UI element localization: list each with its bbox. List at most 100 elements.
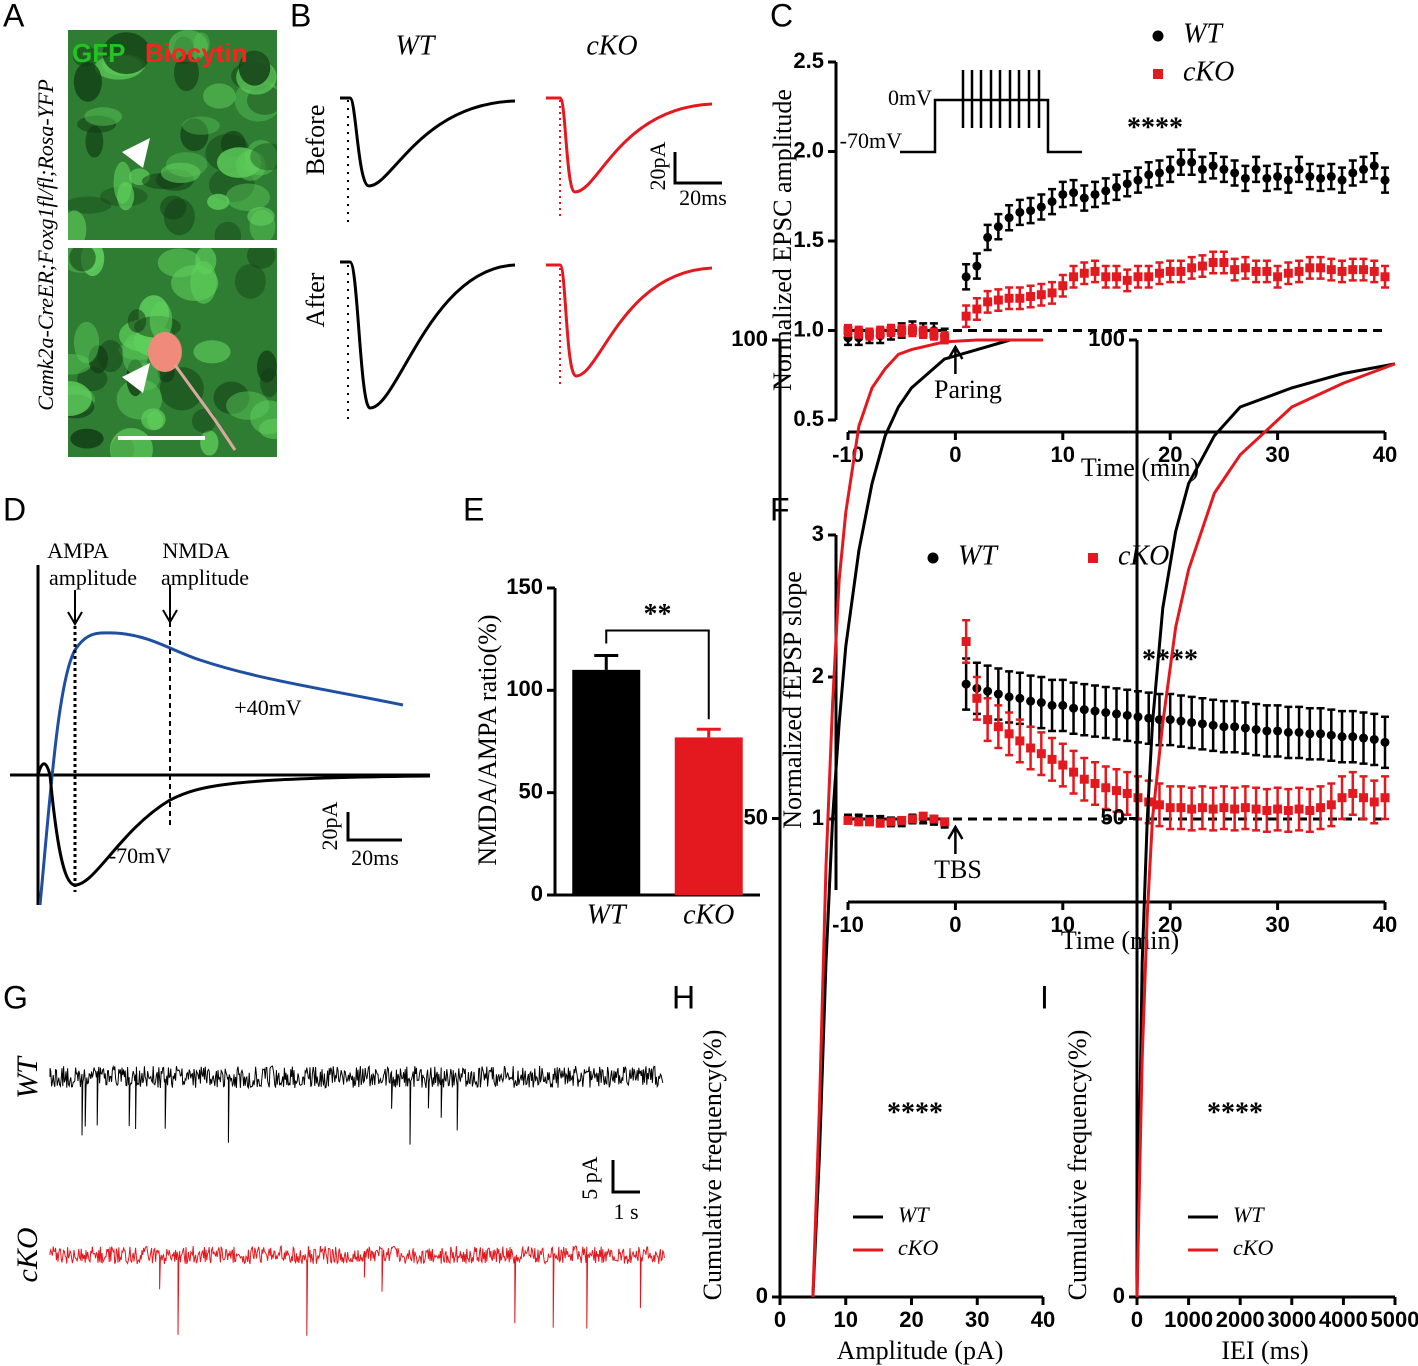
marker [1187,717,1197,727]
marker [1015,736,1025,746]
panel-label: G [3,979,28,1015]
cell [246,248,276,269]
marker-label: amplitude [49,565,137,590]
marker [918,327,928,337]
cell [159,367,204,411]
marker [1122,788,1132,798]
marker [1069,188,1079,198]
marker [1101,783,1111,793]
marker [1165,715,1175,725]
cell [149,301,173,340]
marker [1251,164,1261,174]
marker [1326,172,1336,182]
marker [1219,722,1229,732]
trace [49,1064,664,1145]
marker [1316,263,1326,273]
marker [1380,175,1390,185]
x-tick-label: 5000 [1371,1307,1418,1332]
marker [1144,272,1154,282]
panel-label: E [463,491,484,527]
marker [918,811,928,821]
y-tick-label: 50 [1101,804,1125,829]
marker [1348,265,1358,275]
cell [88,345,109,374]
marker [1122,710,1132,720]
legend-marker [1153,69,1163,79]
x-tick-label: 40 [1373,442,1397,467]
y-tick-label: 3 [812,521,824,546]
y-tick-label: 1.5 [793,227,824,252]
arrowhead [122,363,150,393]
y-axis-label: Normalized EPSC amplitude [768,89,797,391]
marker-label: amplitude [161,565,249,590]
genotype-label: Camk2a-CreER;Foxg1fl/fl;Rosa-YFP [33,79,58,411]
marker [1348,788,1358,798]
marker [1036,290,1046,300]
marker [1337,266,1347,276]
marker [1219,164,1229,174]
cell [192,408,216,433]
column-label: cKO [586,30,637,61]
cells [68,30,277,240]
panel-label: D [3,491,26,527]
marker [854,327,864,337]
trace [340,260,516,410]
marker [1165,266,1175,276]
cell [180,118,209,152]
marker [1154,168,1164,178]
cell [190,261,217,304]
x-axis-label: Time (min) [1081,453,1199,482]
cells [68,248,277,457]
marker [983,232,993,242]
marker [1187,804,1197,814]
marker [1240,723,1250,733]
x-tick-label: 10 [1051,442,1075,467]
y-tick-label: 0 [1113,1283,1125,1308]
marker [1058,700,1068,710]
arrowhead [122,138,150,168]
marker [1294,727,1304,737]
marker [1122,179,1132,189]
cell [250,143,277,171]
marker [972,304,982,314]
row-label: Before [301,105,330,176]
marker [929,329,939,339]
marker [1036,202,1046,212]
marker [1251,266,1261,276]
cell [234,264,266,299]
legend-label: cKO [1183,56,1234,87]
marker [1036,749,1046,759]
marker [993,222,1003,232]
x-tick-label: 20 [1158,442,1182,467]
neurite [173,364,237,451]
marker [886,817,896,827]
x-tick-label: 2000 [1216,1307,1265,1332]
bar [572,669,641,895]
marker [1380,793,1390,803]
marker [961,311,971,321]
marker [1187,157,1197,167]
trace-label: +40mV [234,695,302,720]
marker [1359,164,1369,174]
scale-label: 5 pA [577,1156,602,1200]
stain-label: GFP [72,38,125,68]
marker [1262,173,1272,183]
row-label: After [301,272,330,327]
column-label: WT [396,30,437,61]
marker [1090,266,1100,276]
marker [1004,692,1014,702]
marker [1112,786,1121,796]
y-tick-label: 100 [1088,326,1125,351]
marker [1154,268,1164,278]
marker [843,326,853,335]
trace [546,263,713,378]
marker [929,814,939,824]
marker [1026,696,1036,706]
marker [983,715,993,725]
row-label: cKO [11,1228,44,1283]
x-tick-label: 20 [1158,912,1182,937]
marker [983,297,993,307]
cell [73,321,100,364]
legend-label: WT [898,1202,930,1227]
marker [1090,779,1100,788]
